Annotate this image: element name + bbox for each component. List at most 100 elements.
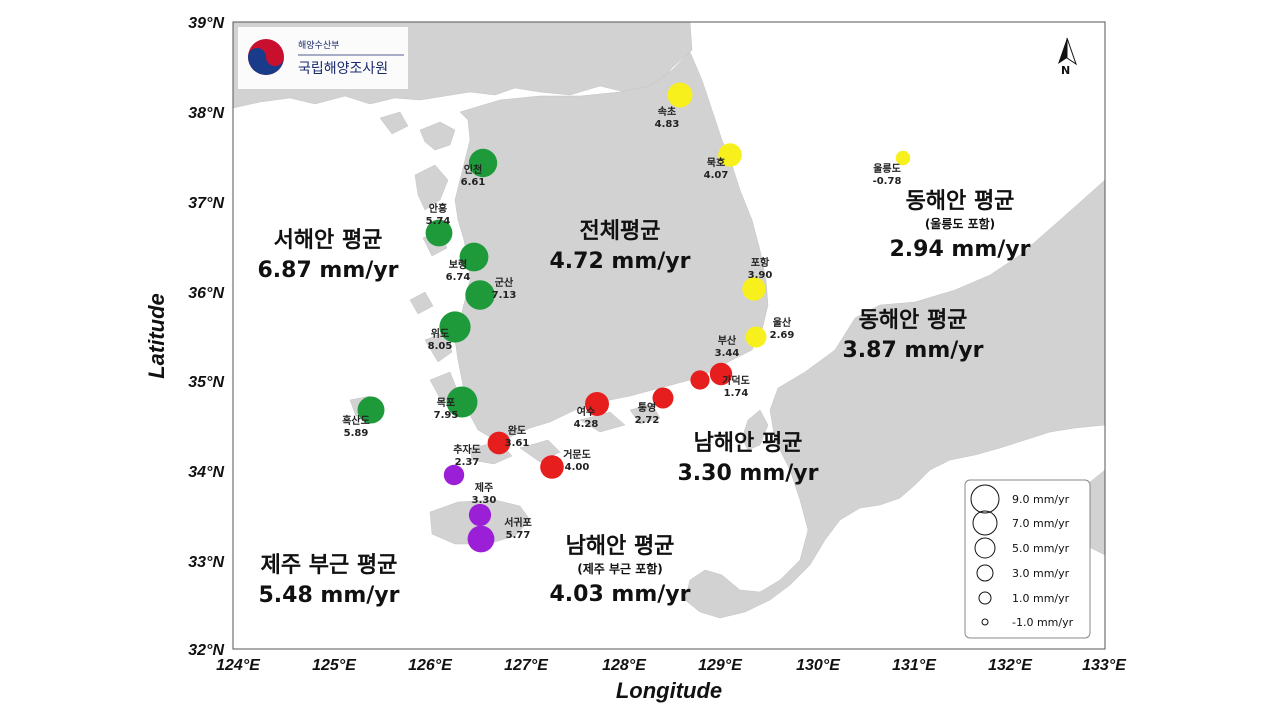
station-name: 울릉도 — [873, 163, 901, 175]
region-total-name: 전체평균 — [580, 219, 661, 244]
y-tick-39: 39°N — [188, 15, 224, 32]
y-axis-ticks: 39°N 38°N 37°N 36°N 35°N 34°N 33°N 32°N — [188, 15, 224, 659]
station-marker — [487, 431, 511, 455]
legend-label-5: 5.0 mm/yr — [1012, 542, 1070, 555]
y-tick-36: 36°N — [188, 285, 224, 302]
station-name: 위도 — [431, 327, 449, 340]
station-name: 완도 — [508, 424, 526, 437]
y-tick-32: 32°N — [188, 642, 224, 659]
station-value: 8.05 — [428, 341, 453, 352]
station-value: 7.13 — [492, 290, 517, 301]
region-east: 동해안 평균 3.87 mm/yr — [842, 308, 983, 363]
region-south-jeju-sub: (제주 부근 포함) — [577, 561, 663, 576]
size-legend: 9.0 mm/yr 7.0 mm/yr 5.0 mm/yr 3.0 mm/yr … — [964, 479, 1091, 639]
region-south-jeju-value: 4.03 mm/yr — [549, 582, 690, 607]
station-name: 목포 — [437, 397, 455, 409]
logo-line1: 해양수산부 — [298, 40, 339, 51]
station-name: 울산 — [773, 316, 792, 329]
north-arrow: N — [1058, 37, 1077, 77]
station-name: 흑산도 — [342, 414, 370, 427]
station-marker — [467, 525, 495, 553]
region-south-value: 3.30 mm/yr — [677, 461, 818, 486]
land-tsushima — [741, 409, 769, 451]
legend-label-3: 3.0 mm/yr — [1012, 567, 1070, 580]
station-name: 포항 — [751, 256, 770, 269]
station-name: 가덕도 — [722, 374, 750, 387]
region-west-value: 6.87 mm/yr — [257, 258, 398, 283]
station-name: 여수 — [577, 405, 595, 418]
region-east-ulleung-value: 2.94 mm/yr — [889, 237, 1030, 262]
station-value: 5.74 — [426, 216, 451, 227]
y-axis-title: Latitude — [144, 293, 169, 379]
x-tick-128: 128°E — [602, 657, 647, 674]
station-value: 4.07 — [704, 170, 729, 181]
region-south: 남해안 평균 3.30 mm/yr — [677, 431, 818, 486]
region-west: 서해안 평균 6.87 mm/yr — [257, 228, 398, 283]
station-marker — [459, 242, 489, 272]
region-jeju-value: 5.48 mm/yr — [258, 583, 399, 608]
region-south-name: 남해안 평균 — [694, 431, 803, 456]
map-frame — [232, 21, 1106, 650]
x-tick-131: 131°E — [892, 657, 937, 674]
y-tick-33: 33°N — [188, 554, 224, 571]
station-markers: 속초4.83 묵호4.07 울릉도-0.78 포항3.90 울산2.69 인천6.61 안흥… — [342, 82, 911, 553]
station-name: 속초 — [658, 105, 676, 118]
station-marker — [742, 277, 766, 301]
station-name: 부산 — [718, 334, 737, 347]
station-name: 보령 — [449, 259, 467, 271]
x-tick-125: 125°E — [312, 657, 357, 674]
station-marker — [468, 148, 498, 178]
station-value: 6.74 — [446, 272, 471, 283]
region-total: 전체평균 4.72 mm/yr — [549, 219, 690, 274]
station-value: 5.89 — [344, 428, 369, 439]
logo-line2: 국립해양조사원 — [298, 61, 388, 77]
station-name: 거문도 — [563, 448, 591, 461]
station-value: 4.28 — [574, 419, 599, 430]
region-total-value: 4.72 mm/yr — [549, 249, 690, 274]
region-jeju-name: 제주 부근 평균 — [261, 553, 398, 578]
region-west-name: 서해안 평균 — [274, 228, 383, 253]
legend-label-9: 9.0 mm/yr — [1012, 493, 1070, 506]
region-south-jeju-name: 남해안 평균 — [566, 534, 675, 559]
region-east-ulleung: 동해안 평균 (울릉도 포함) 2.94 mm/yr — [889, 189, 1030, 262]
station-value: 2.37 — [455, 457, 480, 468]
station-marker — [895, 150, 911, 166]
x-tick-127: 127°E — [504, 657, 549, 674]
station-value: 1.74 — [724, 388, 749, 399]
station-value: 3.90 — [748, 270, 773, 281]
region-east-ulleung-sub: (울릉도 포함) — [925, 216, 995, 231]
station-value: 7.95 — [434, 410, 459, 421]
region-east-name: 동해안 평균 — [859, 308, 968, 333]
legend-circle-9 — [970, 484, 1000, 514]
land-japan — [684, 179, 1106, 619]
x-tick-124: 124°E — [216, 657, 261, 674]
station-marker — [745, 326, 767, 348]
station-value: 2.72 — [635, 415, 660, 426]
station-marker — [443, 464, 465, 486]
station-value: 2.69 — [770, 330, 795, 341]
station-name: 묵호 — [707, 156, 725, 169]
station-value: 4.83 — [655, 119, 680, 130]
x-tick-133: 133°E — [1082, 657, 1127, 674]
legend-circle-5 — [974, 537, 996, 559]
station-name: 서귀포 — [504, 516, 532, 529]
station-marker — [718, 143, 742, 167]
station-marker — [709, 362, 733, 386]
region-east-ulleung-name: 동해안 평균 — [906, 189, 1015, 214]
x-tick-129: 129°E — [698, 657, 743, 674]
station-value: -0.78 — [873, 176, 902, 187]
station-marker — [468, 503, 492, 527]
x-axis-ticks: 124°E 125°E 126°E 127°E 128°E 129°E 130°… — [216, 657, 1127, 674]
station-name: 인천 — [464, 163, 482, 176]
y-tick-37: 37°N — [188, 195, 224, 212]
station-marker — [425, 219, 453, 247]
legend-circle-1 — [978, 591, 992, 605]
legend-label-neg1: -1.0 mm/yr — [1012, 616, 1074, 629]
station-name: 추자도 — [453, 443, 481, 456]
station-value: 4.00 — [565, 462, 590, 473]
logo: 해양수산부 국립해양조사원 — [238, 27, 408, 89]
station-name: 제주 — [475, 481, 493, 494]
station-value: 3.30 — [472, 495, 497, 506]
station-value: 5.77 — [506, 530, 531, 541]
